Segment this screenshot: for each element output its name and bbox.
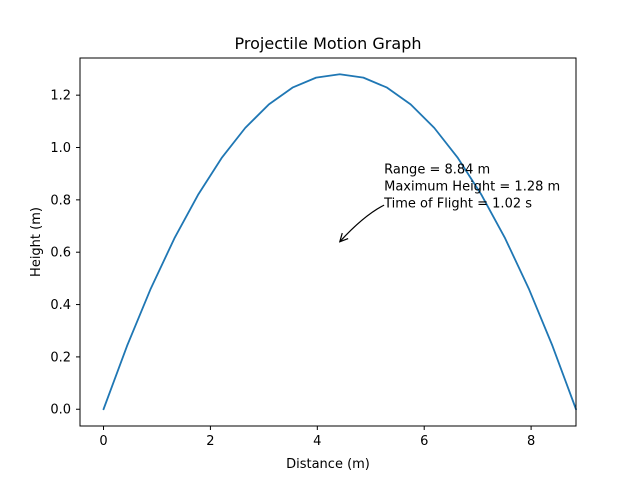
x-tick-label: 4	[313, 434, 321, 449]
y-tick-label: 0.0	[50, 403, 71, 418]
y-tick-label: 0.2	[50, 350, 71, 365]
y-tick-label: 0.6	[50, 246, 71, 261]
x-tick-label: 0	[99, 434, 107, 449]
x-tick-label: 8	[527, 434, 535, 449]
x-axis-label: Distance (m)	[286, 457, 370, 472]
y-tick-label: 0.8	[50, 193, 71, 208]
annotation: Range = 8.84 m Maximum Height = 1.28 m Tim…	[340, 163, 560, 242]
x-axis: 0 2 4 6 8	[99, 426, 535, 449]
y-axis-label: Height (m)	[29, 207, 44, 277]
annotation-line-1: Maximum Height = 1.28 m	[384, 180, 560, 195]
y-axis: 0.0 0.2 0.4 0.6 0.8 1.0 1.2	[50, 89, 80, 418]
annotation-line-0: Range = 8.84 m	[384, 163, 490, 178]
annotation-arrow	[340, 204, 385, 242]
trajectory-line-0	[102, 73, 577, 411]
annotation-line-2: Time of Flight = 1.02 s	[383, 197, 532, 212]
y-tick-label: 0.4	[50, 298, 71, 313]
y-tick-label: 1.2	[50, 89, 71, 104]
plot-area	[102, 73, 577, 411]
x-tick-label: 6	[420, 434, 428, 449]
chart-title: Projectile Motion Graph	[235, 34, 422, 53]
x-tick-label: 2	[206, 434, 214, 449]
axes-frame	[79, 57, 577, 427]
y-tick-label: 1.0	[50, 141, 71, 156]
